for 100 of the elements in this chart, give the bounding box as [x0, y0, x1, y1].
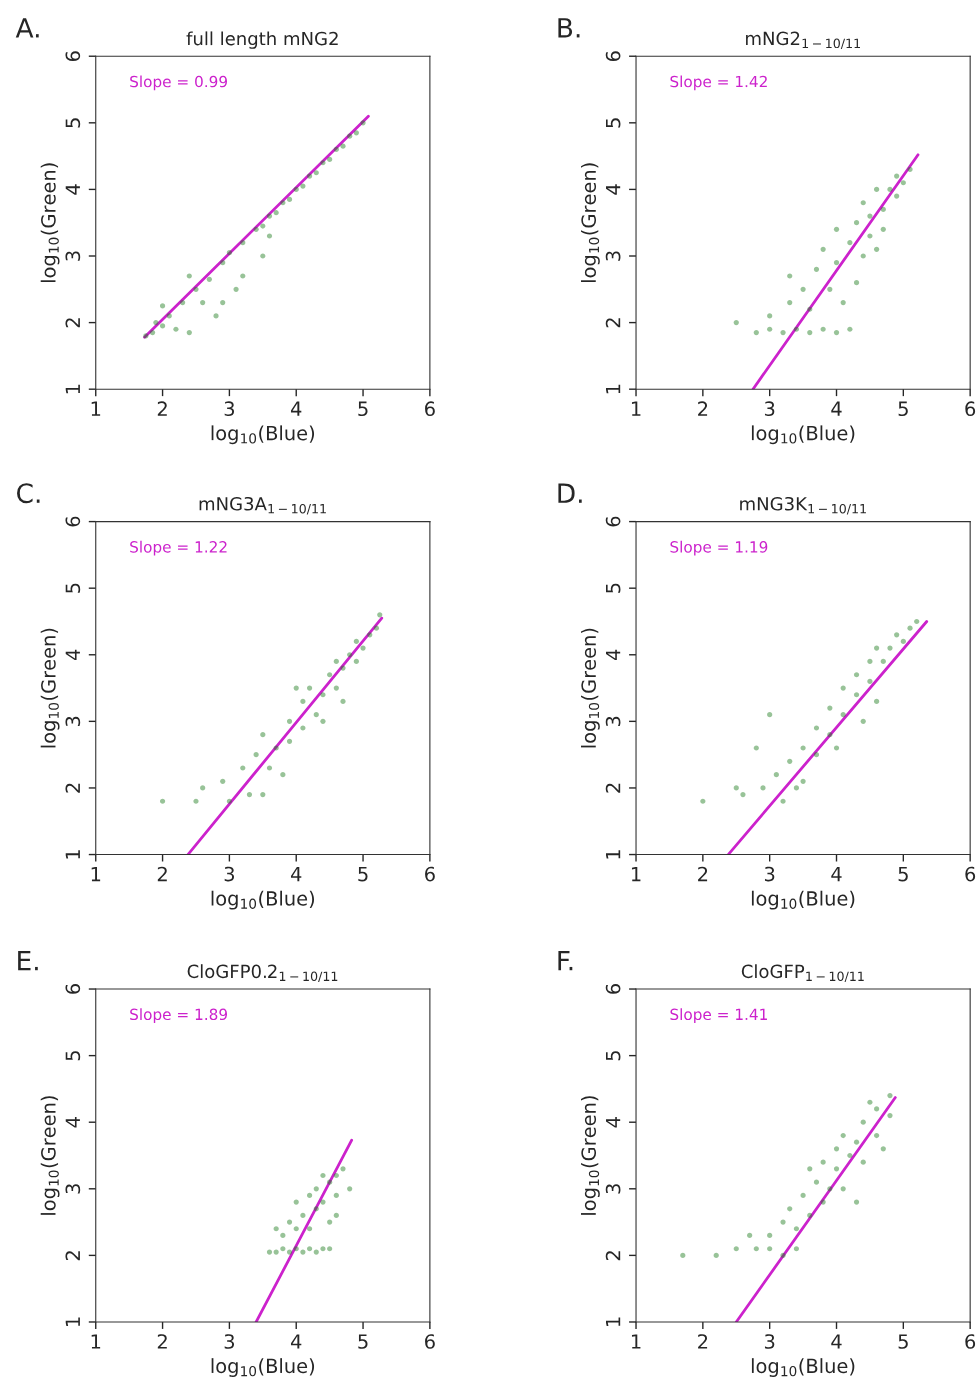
y-tick-label: 4 [606, 1117, 621, 1128]
point [340, 698, 346, 704]
x-tick-label: 4 [290, 401, 302, 416]
text: F. [558, 950, 573, 971]
y-tick-label: 3 [605, 251, 621, 261]
point [827, 1186, 833, 1192]
point [767, 1246, 773, 1252]
point [914, 618, 920, 625]
annotation: Slope = 1.42 [670, 75, 767, 91]
point [333, 658, 339, 665]
point [320, 692, 326, 698]
point [894, 173, 900, 179]
x-tick-label: 4 [290, 1334, 302, 1349]
point [820, 1199, 826, 1205]
text: C. [17, 483, 40, 504]
point [874, 698, 880, 704]
y-axis-title: log$_{10}$(Green) [580, 1096, 600, 1215]
point [373, 625, 380, 631]
point [286, 1249, 293, 1255]
point [907, 625, 913, 631]
x-tick-label: 1 [91, 1334, 101, 1349]
point [149, 329, 156, 336]
point [780, 329, 786, 336]
point [867, 233, 873, 239]
point [800, 1192, 806, 1199]
point [200, 785, 206, 791]
x-tick-label: 1 [91, 401, 101, 416]
y-axis-title: log$_{10}$(Green) [580, 163, 600, 283]
x-axis-title: log$_{10}$(Blue) [751, 1358, 855, 1377]
point [240, 240, 246, 246]
point [313, 1249, 319, 1255]
point [887, 186, 893, 193]
point [807, 306, 813, 312]
point [253, 752, 259, 758]
chart-title: full length mNG2 [186, 31, 338, 49]
point [787, 273, 793, 279]
point [793, 1226, 800, 1232]
point [320, 1199, 326, 1205]
point [159, 798, 166, 804]
point [860, 1119, 866, 1125]
x-tick-label: 5 [898, 866, 908, 882]
point [820, 1159, 826, 1165]
y-tick-label: 4 [65, 649, 80, 661]
annotation: Slope = 1.89 [130, 1008, 227, 1024]
point [840, 1132, 846, 1139]
point [780, 1219, 786, 1225]
point [833, 1166, 840, 1172]
point [780, 798, 786, 804]
x-tick-label: 1 [631, 1334, 641, 1349]
point [333, 685, 339, 691]
point [853, 1139, 860, 1145]
point [273, 1226, 279, 1232]
point [874, 246, 880, 252]
point [874, 1106, 880, 1112]
y-axis-title: log$_{10}$(Green) [40, 1096, 60, 1215]
point [320, 1246, 326, 1252]
point [867, 658, 873, 665]
point [180, 300, 186, 306]
point [680, 1252, 686, 1258]
point [820, 246, 826, 252]
point [887, 1112, 893, 1119]
x-tick-label: 3 [764, 866, 775, 882]
point [874, 1132, 880, 1139]
point [280, 1246, 286, 1252]
y-tick-label: 5 [606, 118, 621, 128]
x-tick-label: 6 [965, 401, 976, 417]
point [747, 1232, 753, 1239]
point [874, 186, 880, 193]
x-tick-label: 3 [764, 401, 775, 417]
point [340, 1166, 346, 1172]
point [206, 276, 212, 282]
x-tick-label: 4 [831, 866, 842, 882]
point [833, 1146, 840, 1152]
point [840, 1186, 846, 1192]
y-tick-label: 3 [65, 716, 81, 727]
point [313, 1206, 319, 1212]
point [894, 632, 900, 638]
point [159, 323, 166, 329]
x-tick-label: 2 [698, 1334, 708, 1349]
point [847, 1152, 853, 1159]
y-tick-label: 1 [606, 1317, 621, 1327]
point [306, 1246, 313, 1252]
y-tick-label: 1 [606, 384, 621, 394]
point [320, 1172, 326, 1179]
point [900, 638, 906, 645]
point [887, 1092, 893, 1099]
point [767, 313, 773, 319]
point [306, 685, 313, 691]
chart-title: CloGFP$_{1−10/11}$ [741, 964, 864, 983]
x-tick-label: 5 [358, 401, 368, 417]
annotation: Slope = 0.99 [130, 75, 227, 91]
point [753, 1246, 759, 1252]
point [280, 772, 286, 778]
annotation: Slope = 1.19 [670, 540, 768, 556]
point [293, 1199, 299, 1205]
point [280, 200, 286, 206]
point [360, 120, 366, 126]
point [813, 266, 820, 272]
x-tick-label: 1 [91, 866, 101, 882]
point [733, 785, 739, 791]
